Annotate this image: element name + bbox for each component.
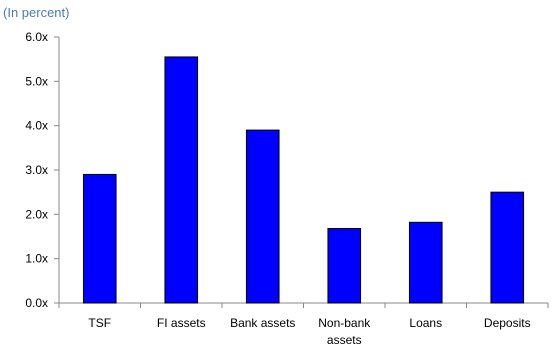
x-category-label: Loans — [409, 316, 442, 330]
x-category-label: FI assets — [157, 316, 206, 330]
bar — [408, 221, 443, 304]
y-tick-label: 0.0x — [25, 296, 48, 310]
y-tick-label: 4.0x — [25, 119, 48, 133]
y-axis-tick-labels: 0.0x 1.0x 2.0x 3.0x 4.0x 5.0x 6.0x — [25, 30, 48, 310]
bar — [490, 191, 525, 304]
x-category-label: Deposits — [484, 316, 531, 330]
y-tick-label: 6.0x — [25, 30, 48, 44]
plot-area: 0.0x 1.0x 2.0x 3.0x 4.0x 5.0x 6.0x TSF FI asset… — [25, 30, 549, 347]
bar — [164, 56, 199, 304]
bar — [327, 228, 362, 304]
x-category-label: TSF — [88, 316, 111, 330]
y-tick-label: 2.0x — [25, 207, 48, 221]
bars — [82, 56, 525, 304]
chart-subtitle: (In percent) — [3, 5, 69, 20]
bar — [245, 129, 280, 304]
y-axis-ticks — [54, 36, 59, 304]
x-axis-category-labels: TSF FI assets Bank assets Non-bank assets Loa… — [88, 316, 530, 347]
y-tick-label: 5.0x — [25, 74, 48, 88]
bar — [82, 173, 117, 304]
y-tick-label: 3.0x — [25, 163, 48, 177]
x-category-label: Non-bank assets — [318, 316, 371, 347]
x-category-label: Bank assets — [230, 316, 295, 330]
y-tick-label: 1.0x — [25, 252, 48, 266]
x-axis-ticks — [58, 303, 549, 308]
